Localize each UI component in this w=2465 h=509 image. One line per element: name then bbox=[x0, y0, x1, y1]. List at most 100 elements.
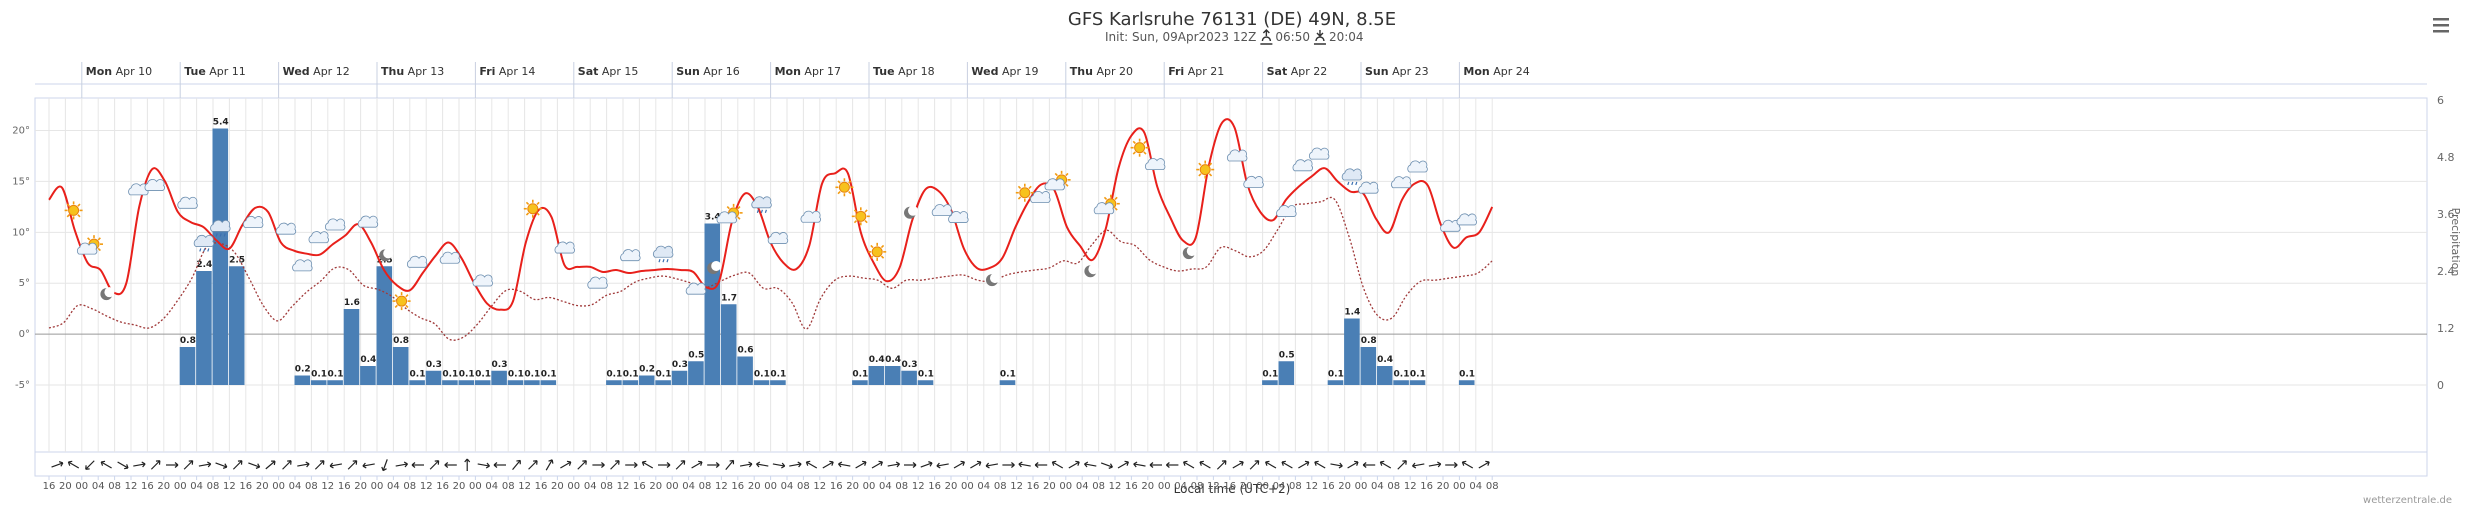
rain-drops bbox=[215, 233, 226, 237]
day-label: Fri Apr 14 bbox=[479, 65, 535, 78]
sun-ray bbox=[1143, 151, 1147, 155]
x-tick-label: 08 bbox=[699, 481, 712, 492]
y-tick-label-right: 3.6 bbox=[2437, 208, 2455, 221]
wind-shaft bbox=[920, 462, 933, 468]
x-tick-label: 00 bbox=[666, 481, 679, 492]
sun-ray bbox=[1198, 162, 1202, 166]
sun-ray bbox=[97, 247, 101, 252]
wind-head bbox=[403, 461, 408, 468]
wind-arrow bbox=[1068, 460, 1080, 469]
wind-arrow bbox=[545, 459, 554, 471]
sun-ray bbox=[1017, 196, 1022, 200]
precip-bar bbox=[228, 266, 245, 385]
y-tick-label-left: -5° bbox=[15, 380, 30, 391]
wind-shaft bbox=[739, 463, 753, 467]
x-tick-label: 04 bbox=[289, 481, 302, 492]
wind-head bbox=[100, 460, 106, 466]
precip-bar-label: 0.3 bbox=[902, 360, 918, 370]
sun-ray bbox=[1054, 172, 1058, 177]
precip-bar bbox=[524, 380, 540, 385]
wind-shaft bbox=[1084, 463, 1097, 467]
precip-bar-label: 0.1 bbox=[311, 369, 327, 379]
sun-ray bbox=[1143, 140, 1147, 145]
moon-shadow bbox=[711, 260, 722, 271]
wind-shaft bbox=[772, 463, 785, 467]
cloud-icon bbox=[472, 274, 493, 287]
sunrise-icon bbox=[1260, 29, 1273, 45]
cloud-shape bbox=[1030, 190, 1051, 203]
wind-arrow bbox=[314, 460, 325, 470]
wind-arrow bbox=[493, 462, 506, 468]
x-tick-label: 16 bbox=[1125, 481, 1138, 492]
wind-shaft bbox=[725, 460, 734, 470]
precip-bar bbox=[1262, 380, 1278, 385]
y-tick-label-left: 0° bbox=[19, 329, 30, 340]
precip-bar-label: 0.1 bbox=[918, 369, 934, 379]
cloud-icon bbox=[128, 183, 149, 196]
hamburger-menu-icon[interactable] bbox=[2428, 14, 2454, 38]
wind-head bbox=[715, 462, 720, 468]
day-label: Tue Apr 18 bbox=[873, 65, 935, 78]
sun-ray bbox=[1208, 173, 1213, 177]
wind-head bbox=[1166, 462, 1170, 468]
precip-bar-label: 0.1 bbox=[508, 369, 524, 379]
wind-head bbox=[829, 460, 834, 466]
wind-arrow bbox=[855, 460, 867, 469]
cloud-shape bbox=[1144, 158, 1166, 171]
sun-cloud-icon bbox=[716, 203, 743, 224]
precip-bar-label: 0.3 bbox=[672, 360, 688, 370]
x-tick-label: 12 bbox=[1404, 481, 1417, 492]
wind-head bbox=[1362, 462, 1367, 468]
x-tick-label: 20 bbox=[256, 481, 269, 492]
precip-bar-label: 0.4 bbox=[1377, 355, 1393, 365]
wind-shaft bbox=[232, 460, 243, 470]
wind-head bbox=[1314, 460, 1319, 466]
init-text: Init: Sun, 09Apr2023 12Z bbox=[1105, 30, 1256, 44]
wind-arrow bbox=[411, 462, 424, 468]
wind-arrow bbox=[166, 462, 179, 468]
wind-shaft bbox=[1281, 461, 1293, 469]
x-tick-label: 00 bbox=[1355, 481, 1368, 492]
sun-cloud-icon bbox=[76, 235, 103, 255]
x-tick-label: 00 bbox=[469, 481, 482, 492]
wind-head bbox=[329, 462, 334, 469]
x-tick-label: 12 bbox=[813, 481, 826, 492]
cloud-shape bbox=[587, 276, 608, 289]
precip-bar bbox=[179, 347, 196, 385]
precip-bar bbox=[327, 380, 343, 385]
wind-shaft bbox=[362, 463, 375, 467]
day-label: Sat Apr 15 bbox=[578, 65, 639, 78]
plot-area bbox=[34, 97, 2428, 477]
cloud-shape bbox=[275, 222, 297, 235]
wind-arrow bbox=[477, 462, 490, 469]
precip-bar bbox=[425, 370, 442, 385]
wind-shaft bbox=[789, 463, 802, 467]
day-label: Wed Apr 12 bbox=[283, 65, 350, 78]
day-label-dow: Fri bbox=[479, 65, 495, 78]
y-axis-right: Precipitation 0 1.2 2.4 3.6 4.8 6 bbox=[2437, 94, 2462, 392]
wind-shaft bbox=[429, 460, 440, 470]
y-tick-label-right: 6 bbox=[2437, 94, 2444, 107]
y-tick-label-left: 15° bbox=[12, 176, 30, 187]
wind-head bbox=[698, 460, 703, 466]
day-label-dow: Wed bbox=[971, 65, 998, 78]
day-label-dow: Tue bbox=[184, 65, 206, 78]
wind-head bbox=[174, 462, 179, 468]
precip-bar bbox=[720, 304, 737, 385]
wind-head bbox=[641, 460, 647, 466]
cloud-shape bbox=[1390, 176, 1412, 189]
precip-bar bbox=[638, 375, 655, 385]
credit-link[interactable]: wetterzentrale.de bbox=[2363, 495, 2452, 506]
x-tick-label: 00 bbox=[371, 481, 384, 492]
cloud-icon bbox=[1308, 147, 1330, 160]
wind-arrow bbox=[805, 460, 818, 469]
wind-shaft bbox=[642, 461, 654, 469]
sun-ray bbox=[870, 255, 874, 259]
cloud-shape bbox=[1276, 205, 1297, 217]
wind-head bbox=[666, 462, 671, 468]
wind-shaft bbox=[1117, 461, 1129, 469]
wind-head bbox=[58, 461, 64, 467]
x-tick-label: 04 bbox=[1076, 481, 1089, 492]
x-tick-label: 20 bbox=[748, 481, 761, 492]
wind-arrow bbox=[1249, 460, 1260, 470]
